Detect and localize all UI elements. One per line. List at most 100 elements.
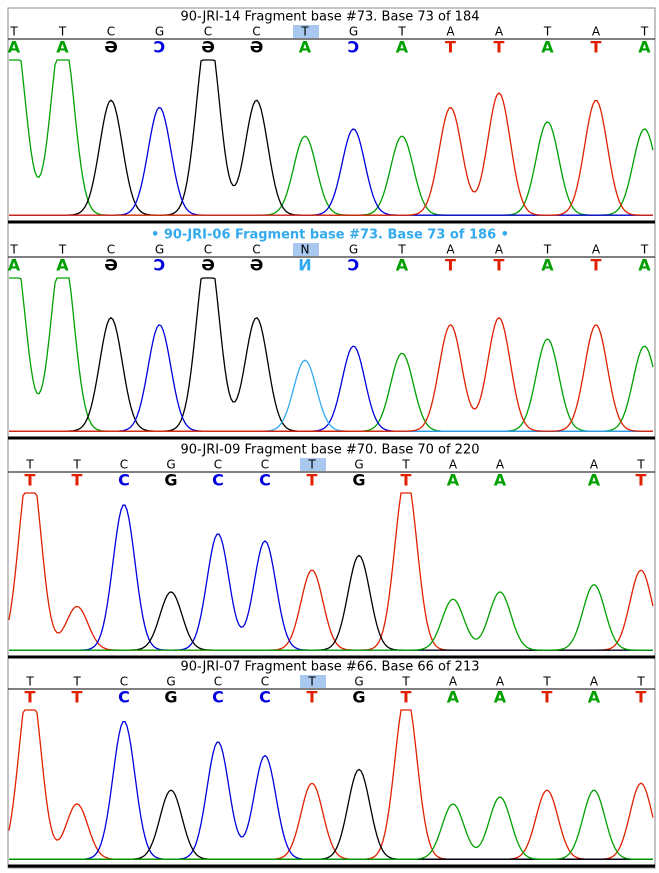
reference-base: T — [9, 243, 18, 257]
panel-title: 90-JRI-14 Fragment base #73. Base 73 of … — [180, 10, 479, 25]
called-base: A — [447, 688, 460, 707]
reference-base: T — [543, 25, 552, 39]
trace-curve — [9, 789, 653, 860]
called-base: Ә — [201, 38, 215, 57]
reference-base: C — [204, 25, 212, 39]
reference-base: A — [495, 243, 504, 257]
trace-curve — [9, 277, 654, 432]
called-base: T — [542, 688, 553, 707]
trace-curve — [9, 768, 653, 860]
reference-base: C — [107, 243, 115, 257]
called-base: G — [352, 688, 365, 707]
reference-base: G — [155, 243, 164, 257]
reference-base: T — [542, 675, 551, 689]
called-base: A — [541, 38, 554, 57]
reference-base: T — [636, 458, 645, 472]
called-base: C — [259, 688, 271, 707]
called-base: T — [445, 256, 456, 275]
called-base: T — [307, 471, 318, 490]
called-base: T — [494, 256, 505, 275]
called-base: T — [494, 38, 505, 57]
trace-curve — [9, 106, 653, 216]
called-base: T — [591, 38, 602, 57]
called-base: Ɔ — [154, 256, 166, 275]
reference-base: T — [401, 675, 410, 689]
called-base: Ә — [250, 256, 264, 275]
called-base: C — [118, 471, 130, 490]
reference-base: G — [155, 25, 164, 39]
sequence-panel: • 90-JRI-06 Fragment base #73. Base 73 o… — [8, 228, 655, 440]
trace-curve — [9, 316, 653, 432]
called-base: A — [638, 256, 651, 275]
called-base: T — [72, 688, 83, 707]
reference-base: G — [166, 675, 175, 689]
reference-base: A — [590, 458, 599, 472]
called-base: T — [401, 688, 412, 707]
called-base: T — [401, 471, 412, 490]
reference-base: T — [307, 458, 316, 472]
reference-base: T — [9, 25, 18, 39]
trace-curve — [9, 504, 653, 651]
reference-base: A — [590, 675, 599, 689]
reference-base: A — [496, 458, 505, 472]
called-base: A — [494, 471, 507, 490]
trace-curve — [8, 492, 654, 651]
reference-base: T — [397, 243, 406, 257]
sequence-panel: 90-JRI-14 Fragment base #73. Base 73 of … — [8, 10, 655, 224]
trace-curve — [9, 554, 653, 651]
reference-base: C — [261, 675, 269, 689]
reference-base: N — [301, 243, 310, 257]
called-base: C — [212, 471, 224, 490]
cursor-highlight — [300, 675, 326, 688]
cursor-highlight — [293, 243, 319, 256]
reference-base: T — [58, 25, 67, 39]
called-base: C — [118, 688, 130, 707]
called-base: A — [588, 471, 601, 490]
called-base: Ә — [104, 38, 118, 57]
reference-base: C — [204, 243, 212, 257]
reference-base: T — [640, 25, 649, 39]
reference-base: C — [107, 25, 115, 39]
called-base: Ɔ — [348, 256, 360, 275]
called-base: T — [636, 688, 647, 707]
called-base: T — [307, 688, 318, 707]
called-base: T — [25, 471, 36, 490]
reference-base: T — [25, 458, 34, 472]
trace-curve — [9, 59, 653, 216]
called-base: G — [164, 471, 177, 490]
called-base: Ɔ — [154, 38, 166, 57]
sequence-panel: 90-JRI-07 Fragment base #66. Base 66 of … — [8, 660, 655, 868]
called-base: T — [72, 471, 83, 490]
reference-base: G — [354, 675, 363, 689]
cursor-highlight — [300, 458, 326, 471]
called-base: T — [445, 38, 456, 57]
reference-base: C — [252, 25, 260, 39]
reference-base: A — [449, 458, 458, 472]
panel-title: 90-JRI-07 Fragment base #66. Base 66 of … — [180, 660, 479, 675]
called-base: C — [212, 688, 224, 707]
reference-base: T — [25, 675, 34, 689]
reference-base: A — [496, 675, 505, 689]
reference-base: C — [214, 458, 222, 472]
called-base: И — [298, 256, 311, 275]
reference-base: C — [120, 675, 128, 689]
reference-base: T — [58, 243, 67, 257]
reference-base: T — [72, 458, 81, 472]
called-base: T — [591, 256, 602, 275]
reference-base: A — [449, 675, 458, 689]
called-base: G — [164, 688, 177, 707]
called-base: A — [638, 38, 651, 57]
reference-base: G — [349, 25, 358, 39]
called-base: A — [541, 256, 554, 275]
called-base: A — [299, 38, 312, 57]
reference-base: T — [401, 458, 410, 472]
called-base: G — [352, 471, 365, 490]
reference-base: T — [307, 675, 316, 689]
called-base: T — [636, 471, 647, 490]
called-base: C — [259, 471, 271, 490]
reference-base: T — [543, 243, 552, 257]
called-base: A — [396, 38, 409, 57]
called-base: T — [25, 688, 36, 707]
sequence-panel: 90-JRI-09 Fragment base #70. Base 70 of … — [8, 443, 655, 659]
